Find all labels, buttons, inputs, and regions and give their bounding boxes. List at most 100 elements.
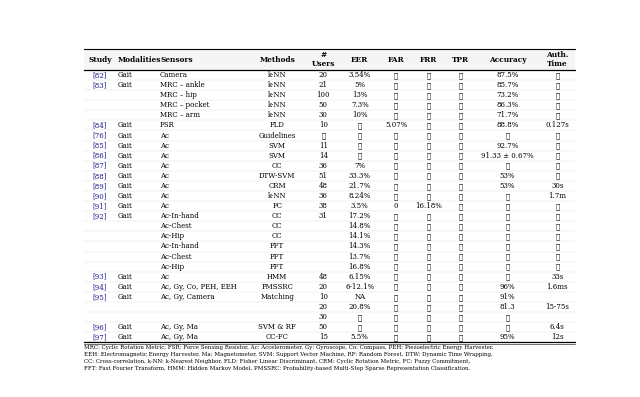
Text: 51: 51 [319,172,328,180]
Text: ✗: ✗ [426,222,431,230]
Text: ✗: ✗ [426,121,431,129]
Text: ✗: ✗ [358,313,362,321]
Text: ✗: ✗ [458,152,463,160]
Text: ✓: ✓ [458,303,463,311]
Text: 7%: 7% [354,162,365,170]
Text: ✗: ✗ [505,273,509,281]
Text: ✗: ✗ [458,91,463,99]
Text: 17.2%: 17.2% [349,212,371,220]
Text: ✗: ✗ [394,212,398,220]
Text: ✗: ✗ [394,222,398,230]
Text: ✗: ✗ [458,252,463,260]
Text: 10: 10 [319,293,328,301]
Text: ✗: ✗ [505,192,509,200]
Text: SVM & RF: SVM & RF [259,323,296,331]
Text: 81.3: 81.3 [500,303,515,311]
Text: EER: EER [351,56,369,64]
Text: [89]: [89] [93,182,107,190]
Text: ✓: ✓ [426,101,431,109]
Text: FRR: FRR [420,56,437,64]
Text: 38: 38 [319,202,328,210]
Text: ✓: ✓ [394,111,398,119]
Text: [93]: [93] [93,273,107,281]
Text: ✗: ✗ [556,172,559,180]
Text: [95]: [95] [93,293,107,301]
Text: 20.8%: 20.8% [349,303,371,311]
Text: Ac: Ac [160,162,169,170]
Text: 95%: 95% [500,333,515,341]
Text: 10%: 10% [352,111,367,119]
Text: [91]: [91] [93,202,107,210]
Text: 3.54%: 3.54% [349,71,371,79]
Text: ✓: ✓ [426,182,431,190]
Text: ✗: ✗ [458,162,463,170]
Text: ✗: ✗ [458,212,463,220]
Text: FFT: FFT [270,243,284,251]
Text: ✓: ✓ [394,101,398,109]
Text: Accuracy: Accuracy [488,56,526,64]
Text: 13%: 13% [352,91,367,99]
Text: ✗: ✗ [556,101,559,109]
Text: 88.8%: 88.8% [496,121,518,129]
Text: ✗: ✗ [505,232,509,241]
Text: ✗: ✗ [394,263,398,271]
Text: FC: FC [272,202,282,210]
Text: 100: 100 [317,91,330,99]
Text: 12s: 12s [551,333,564,341]
Text: Auth.
Time: Auth. Time [546,51,568,68]
Text: ✗: ✗ [556,152,559,160]
Text: 30: 30 [319,313,328,321]
Text: Ac, Gy, Ma: Ac, Gy, Ma [160,333,198,341]
Text: ✗: ✗ [394,232,398,241]
Text: MRC – hip: MRC – hip [160,91,197,99]
Text: Methods: Methods [259,56,295,64]
Text: k-NN: k-NN [268,71,287,79]
Text: k-NN: k-NN [268,192,287,200]
Text: ✓: ✓ [505,162,509,170]
Text: ✓: ✓ [394,162,398,170]
Text: 36: 36 [319,162,328,170]
Text: ✗: ✗ [458,111,463,119]
Text: Ac: Ac [160,273,169,281]
Text: ✓: ✓ [426,91,431,99]
Text: ✓: ✓ [426,283,431,291]
Text: [85]: [85] [93,142,107,150]
Text: 16.18%: 16.18% [415,202,442,210]
Text: ✓: ✓ [426,172,431,180]
Text: ✓: ✓ [394,283,398,291]
Text: [88]: [88] [93,172,107,180]
Text: ✗: ✗ [394,243,398,251]
Text: 21.7%: 21.7% [349,182,371,190]
Text: ✗: ✗ [505,202,509,210]
Text: Ac: Ac [160,131,169,139]
Text: MRC – pocket: MRC – pocket [160,101,209,109]
Text: ✗: ✗ [426,263,431,271]
Text: ✓: ✓ [426,71,431,79]
Text: CC: CC [272,232,282,241]
Text: Ac: Ac [160,182,169,190]
Text: ✗: ✗ [426,142,431,150]
Text: 14: 14 [319,152,328,160]
Text: ✗: ✗ [394,192,398,200]
Text: MRC: Cyclic Rotation Metric, FSR: Force Sensing Resistor, Ac: Accelerometer, Gy:: MRC: Cyclic Rotation Metric, FSR: Force … [84,345,493,371]
Text: ✗: ✗ [556,212,559,220]
Text: 30s: 30s [551,182,564,190]
Text: 91.33 ± 0.67%: 91.33 ± 0.67% [481,152,534,160]
Text: Gait: Gait [118,202,132,210]
Text: Gait: Gait [118,323,132,331]
Text: ✗: ✗ [505,313,509,321]
Text: ✓: ✓ [394,303,398,311]
Text: 50: 50 [319,323,328,331]
Text: ✗: ✗ [556,131,559,139]
Text: SVM: SVM [269,142,285,150]
Text: ✗: ✗ [556,243,559,251]
Text: 71.7%: 71.7% [496,111,518,119]
Text: ✗: ✗ [458,131,463,139]
Text: CC: CC [272,162,282,170]
Text: ✗: ✗ [458,101,463,109]
Text: [84]: [84] [93,121,107,129]
Text: Gait: Gait [118,273,132,281]
Text: ✓: ✓ [426,273,431,281]
Text: Gait: Gait [118,131,132,139]
Text: k-NN: k-NN [268,81,287,89]
